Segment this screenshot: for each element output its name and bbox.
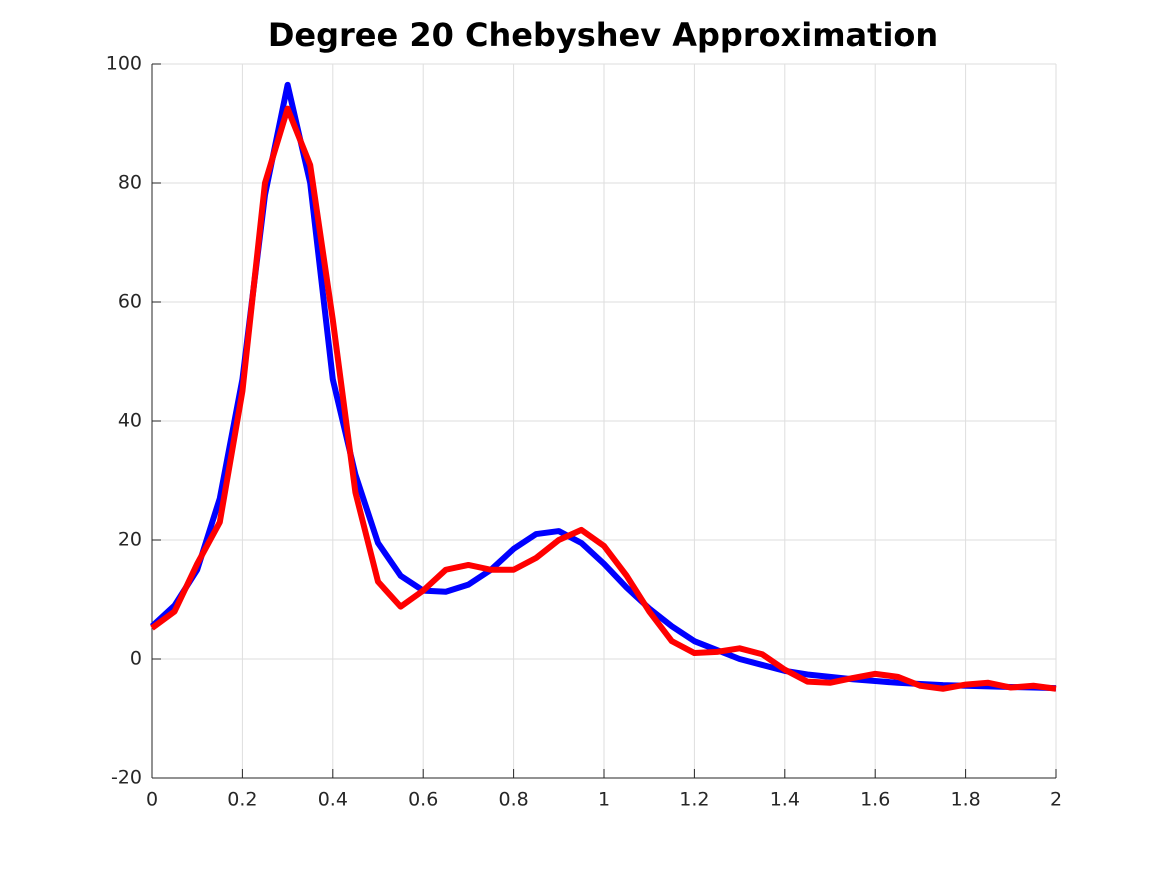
y-tick-label: 40	[118, 410, 142, 432]
y-tick-label: 60	[118, 291, 142, 313]
x-tick-label: 1.6	[860, 789, 890, 811]
y-tick-label: 0	[130, 648, 142, 670]
x-tick-label: 0.6	[408, 789, 438, 811]
x-tick-label: 0.2	[227, 789, 257, 811]
series-line	[150, 105, 1057, 692]
y-tick-label: 100	[106, 53, 142, 75]
y-tick-label: 20	[118, 529, 142, 551]
x-tick-label: 1.8	[950, 789, 980, 811]
x-tick-label: 0.4	[318, 789, 348, 811]
x-tick-label: 1	[598, 789, 610, 811]
x-tick-label: 1.2	[679, 789, 709, 811]
x-tick-label: 0.8	[498, 789, 528, 811]
x-tick-label: 1.4	[770, 789, 800, 811]
chart-title: Degree 20 Chebyshev Approximation	[268, 16, 938, 54]
x-tick-label: 0	[146, 789, 158, 811]
y-tick-label: -20	[111, 767, 142, 789]
x-tick-label: 2	[1050, 789, 1062, 811]
y-tick-label: 80	[118, 172, 142, 194]
